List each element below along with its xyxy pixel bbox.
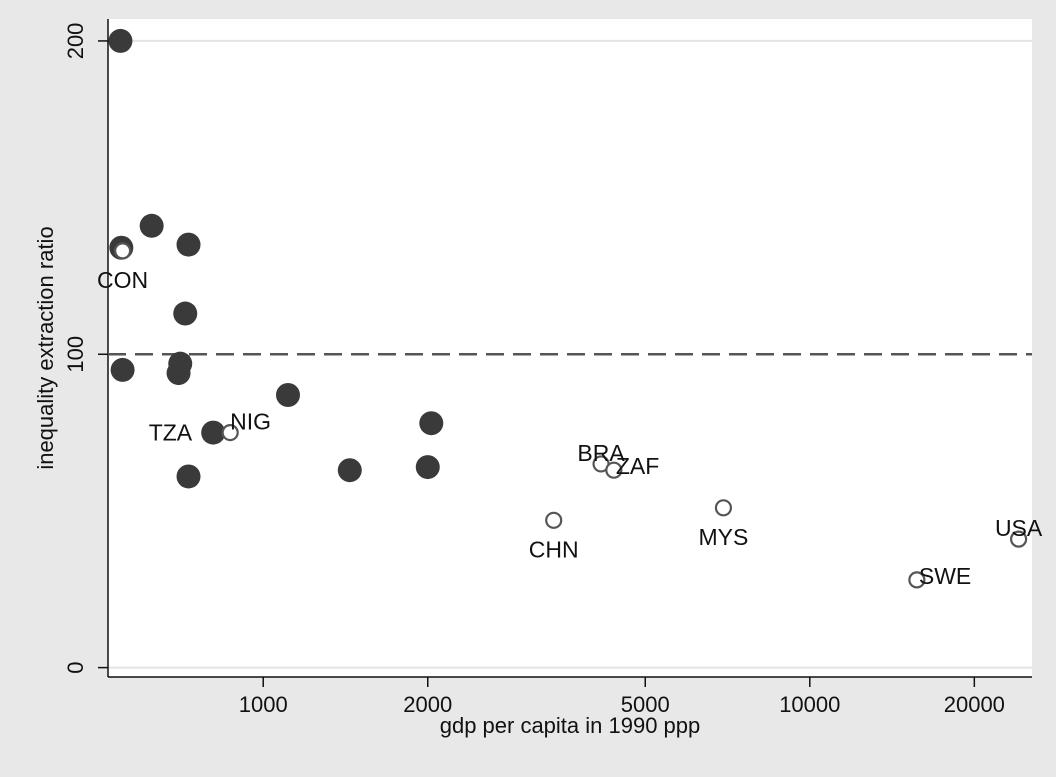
filled-point bbox=[201, 420, 226, 445]
hollow-point bbox=[545, 511, 563, 529]
hollow-point bbox=[605, 461, 623, 479]
filled-point bbox=[275, 383, 300, 407]
x-tick-label: 2000 bbox=[403, 692, 452, 717]
point-label: BRA bbox=[577, 440, 625, 466]
filled-point bbox=[415, 455, 440, 480]
filled-point bbox=[110, 357, 135, 382]
filled-point bbox=[166, 361, 191, 386]
filled-point bbox=[176, 464, 201, 489]
hollow-point bbox=[221, 424, 239, 442]
point-label: ZAF bbox=[616, 453, 659, 479]
filled-point bbox=[419, 411, 444, 436]
hollow-point bbox=[1009, 530, 1028, 548]
x-axis-label: gdp per capita in 1990 ppp bbox=[440, 713, 701, 738]
filled-point bbox=[176, 232, 201, 257]
point-label: CHN bbox=[529, 536, 579, 562]
x-tick-label: 10000 bbox=[779, 692, 840, 717]
filled-point bbox=[139, 213, 164, 238]
point-label: CON bbox=[97, 267, 148, 293]
points-layer bbox=[108, 28, 1028, 589]
x-tick-label: 5000 bbox=[621, 692, 670, 717]
x-tick-label: 20000 bbox=[944, 692, 1005, 717]
filled-point bbox=[108, 28, 133, 53]
hollow-point bbox=[908, 571, 926, 589]
point-label: MYS bbox=[699, 524, 749, 550]
y-axis-label: inequality extraction ratio bbox=[33, 226, 58, 469]
y-tick-label: 0 bbox=[63, 661, 88, 673]
grid-layer bbox=[108, 39, 1032, 669]
point-label: USA bbox=[995, 515, 1043, 541]
point-label: NIG bbox=[230, 409, 271, 435]
plot-area bbox=[108, 19, 1032, 677]
filled-point bbox=[337, 458, 362, 483]
filled-point bbox=[173, 301, 198, 326]
point-label: SWE bbox=[919, 563, 971, 589]
axis-layer: 0 100 200 1000 2000 5000 10000 20000 bbox=[63, 19, 1032, 717]
x-tick-label: 1000 bbox=[239, 692, 288, 717]
point-label: TZA bbox=[149, 420, 193, 446]
hollow-point bbox=[714, 499, 733, 517]
y-tick-label: 200 bbox=[63, 23, 88, 60]
y-tick-label: 100 bbox=[63, 336, 88, 373]
hollow-point bbox=[114, 242, 132, 260]
